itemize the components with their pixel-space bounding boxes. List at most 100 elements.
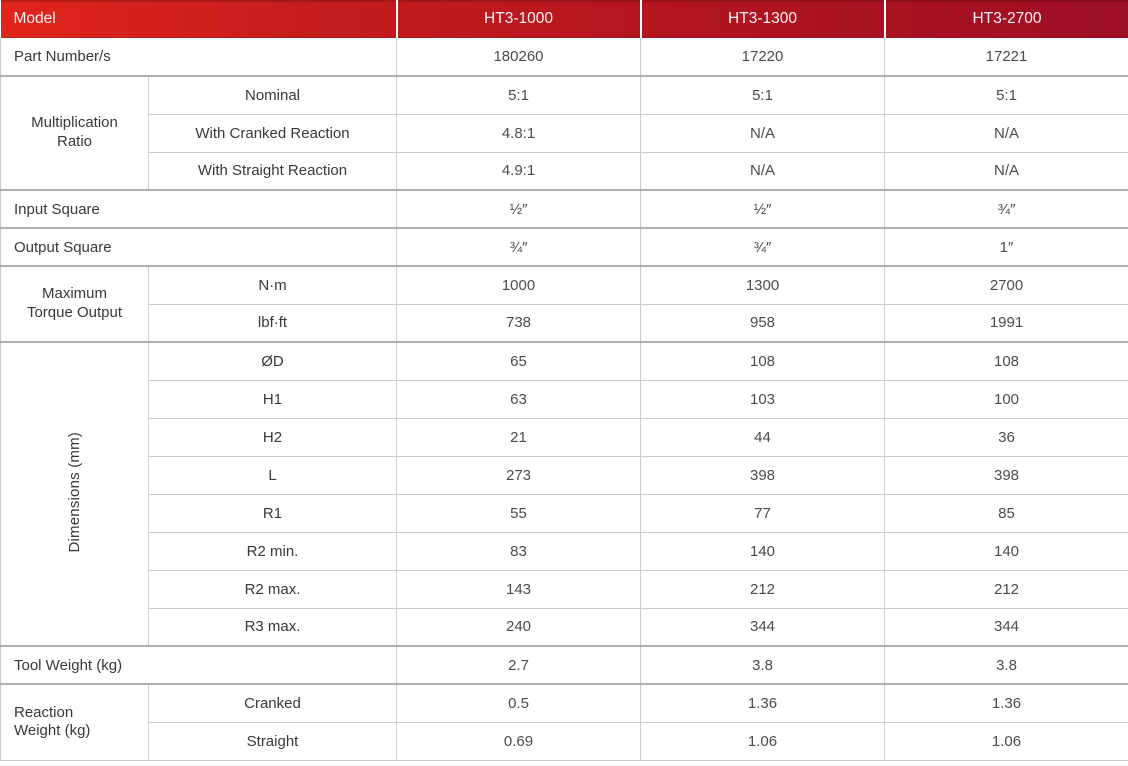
value-cell: 4.8:1 bbox=[396, 113, 641, 153]
value-cell: 1991 bbox=[884, 303, 1128, 343]
row-dim-h2: H2 21 44 36 bbox=[1, 417, 1128, 457]
group-label-multiplication-ratio: Multiplication Ratio bbox=[0, 75, 149, 191]
value-cell: 108 bbox=[640, 341, 885, 381]
dimensions-rotated-label: Dimensions (mm) bbox=[66, 431, 83, 553]
row-reaction-straight: Straight 0.69 1.06 1.06 bbox=[1, 721, 1128, 761]
row-dim-r3max: R3 max. 240 344 344 bbox=[1, 607, 1128, 647]
sub-row-label: R3 max. bbox=[148, 607, 397, 647]
value-cell: 17220 bbox=[640, 38, 885, 77]
sub-row-label: ØD bbox=[148, 341, 397, 381]
group-label-reaction-weight: Reaction Weight (kg) bbox=[0, 683, 149, 761]
value-cell: 0.5 bbox=[396, 683, 641, 723]
value-cell: 5:1 bbox=[640, 75, 885, 115]
value-cell: ½″ bbox=[640, 189, 885, 229]
value-cell: 240 bbox=[396, 607, 641, 647]
sub-row-label: With Straight Reaction bbox=[148, 151, 397, 191]
value-cell: N/A bbox=[884, 151, 1128, 191]
value-cell: ¾″ bbox=[396, 227, 641, 267]
group-label-dimensions: Dimensions (mm) bbox=[0, 341, 149, 647]
value-cell: 273 bbox=[396, 455, 641, 495]
sub-row-label: Cranked bbox=[148, 683, 397, 723]
value-cell: 4.9:1 bbox=[396, 151, 641, 191]
value-cell: ¾″ bbox=[884, 189, 1128, 229]
value-cell: 21 bbox=[396, 417, 641, 457]
value-cell: 398 bbox=[884, 455, 1128, 495]
value-cell: 140 bbox=[884, 531, 1128, 571]
row-dim-l: L 273 398 398 bbox=[1, 455, 1128, 495]
value-cell: 55 bbox=[396, 493, 641, 533]
value-cell: 3.8 bbox=[884, 645, 1128, 685]
value-cell: 65 bbox=[396, 341, 641, 381]
group-label-max-torque: Maximum Torque Output bbox=[0, 265, 149, 343]
sub-row-label: L bbox=[148, 455, 397, 495]
value-cell: 143 bbox=[396, 569, 641, 609]
header-row: Model HT3-1000 HT3-1300 HT3-2700 bbox=[0, 0, 1128, 38]
value-cell: ¾″ bbox=[640, 227, 885, 267]
input-square-label: Input Square bbox=[0, 189, 397, 229]
value-cell: 1.36 bbox=[884, 683, 1128, 723]
value-cell: 36 bbox=[884, 417, 1128, 457]
value-cell: 344 bbox=[640, 607, 885, 647]
value-cell: 212 bbox=[640, 569, 885, 609]
row-dim-r2min: R2 min. 83 140 140 bbox=[1, 531, 1128, 571]
row-mult-ratio-nominal: Multiplication Ratio Nominal 5:1 5:1 5:1 bbox=[0, 75, 1128, 191]
value-cell: 958 bbox=[640, 303, 885, 343]
sub-row-label: H1 bbox=[148, 379, 397, 419]
row-torque-nm: Maximum Torque Output N·m 1000 1300 2700 bbox=[0, 265, 1128, 343]
value-cell: 77 bbox=[640, 493, 885, 533]
value-cell: 344 bbox=[884, 607, 1128, 647]
row-dim-h1: H1 63 103 100 bbox=[1, 379, 1128, 419]
value-cell: 85 bbox=[884, 493, 1128, 533]
column-header-ht3-1300: HT3-1300 bbox=[639, 0, 885, 38]
value-cell: 63 bbox=[396, 379, 641, 419]
model-header-cell: Model bbox=[1, 0, 397, 38]
row-dim-r2max: R2 max. 143 212 212 bbox=[1, 569, 1128, 609]
sub-row-label: lbf·ft bbox=[148, 303, 397, 343]
value-cell: 0.69 bbox=[396, 721, 641, 761]
value-cell: N/A bbox=[640, 113, 885, 153]
value-cell: 2700 bbox=[884, 265, 1128, 305]
value-cell: 17221 bbox=[884, 38, 1128, 77]
sub-row-label: Straight bbox=[148, 721, 397, 761]
sub-row-label: N·m bbox=[148, 265, 397, 305]
value-cell: 83 bbox=[396, 531, 641, 571]
value-cell: 1.36 bbox=[640, 683, 885, 723]
column-header-ht3-1000: HT3-1000 bbox=[395, 0, 641, 38]
sub-row-label: R2 max. bbox=[148, 569, 397, 609]
value-cell: 180260 bbox=[396, 38, 641, 77]
value-cell: 1000 bbox=[396, 265, 641, 305]
row-dim-r1: R1 55 77 85 bbox=[1, 493, 1128, 533]
sub-row-label: R1 bbox=[148, 493, 397, 533]
sub-row-label: R2 min. bbox=[148, 531, 397, 571]
value-cell: 5:1 bbox=[396, 75, 641, 115]
value-cell: N/A bbox=[884, 113, 1128, 153]
value-cell: N/A bbox=[640, 151, 885, 191]
value-cell: 1.06 bbox=[884, 721, 1128, 761]
value-cell: ½″ bbox=[396, 189, 641, 229]
row-tool-weight: Tool Weight (kg) 2.7 3.8 3.8 bbox=[0, 645, 1128, 685]
value-cell: 738 bbox=[396, 303, 641, 343]
value-cell: 212 bbox=[884, 569, 1128, 609]
value-cell: 5:1 bbox=[884, 75, 1128, 115]
row-output-square: Output Square ¾″ ¾″ 1″ bbox=[0, 227, 1128, 267]
value-cell: 2.7 bbox=[396, 645, 641, 685]
row-mult-ratio-straight: With Straight Reaction 4.9:1 N/A N/A bbox=[1, 151, 1128, 191]
value-cell: 100 bbox=[884, 379, 1128, 419]
part-number-label: Part Number/s bbox=[0, 38, 397, 77]
row-input-square: Input Square ½″ ½″ ¾″ bbox=[0, 189, 1128, 229]
column-header-ht3-2700: HT3-2700 bbox=[883, 0, 1128, 38]
row-dim-od: Dimensions (mm) ØD 65 108 108 bbox=[0, 341, 1128, 647]
value-cell: 3.8 bbox=[640, 645, 885, 685]
value-cell: 1.06 bbox=[640, 721, 885, 761]
tool-weight-label: Tool Weight (kg) bbox=[0, 645, 397, 685]
row-part-number: Part Number/s 180260 17220 17221 bbox=[0, 38, 1128, 77]
value-cell: 44 bbox=[640, 417, 885, 457]
value-cell: 1″ bbox=[884, 227, 1128, 267]
row-mult-ratio-cranked: With Cranked Reaction 4.8:1 N/A N/A bbox=[1, 113, 1128, 153]
row-reaction-cranked: Reaction Weight (kg) Cranked 0.5 1.36 1.… bbox=[0, 683, 1128, 761]
value-cell: 103 bbox=[640, 379, 885, 419]
value-cell: 398 bbox=[640, 455, 885, 495]
sub-row-label: With Cranked Reaction bbox=[148, 113, 397, 153]
